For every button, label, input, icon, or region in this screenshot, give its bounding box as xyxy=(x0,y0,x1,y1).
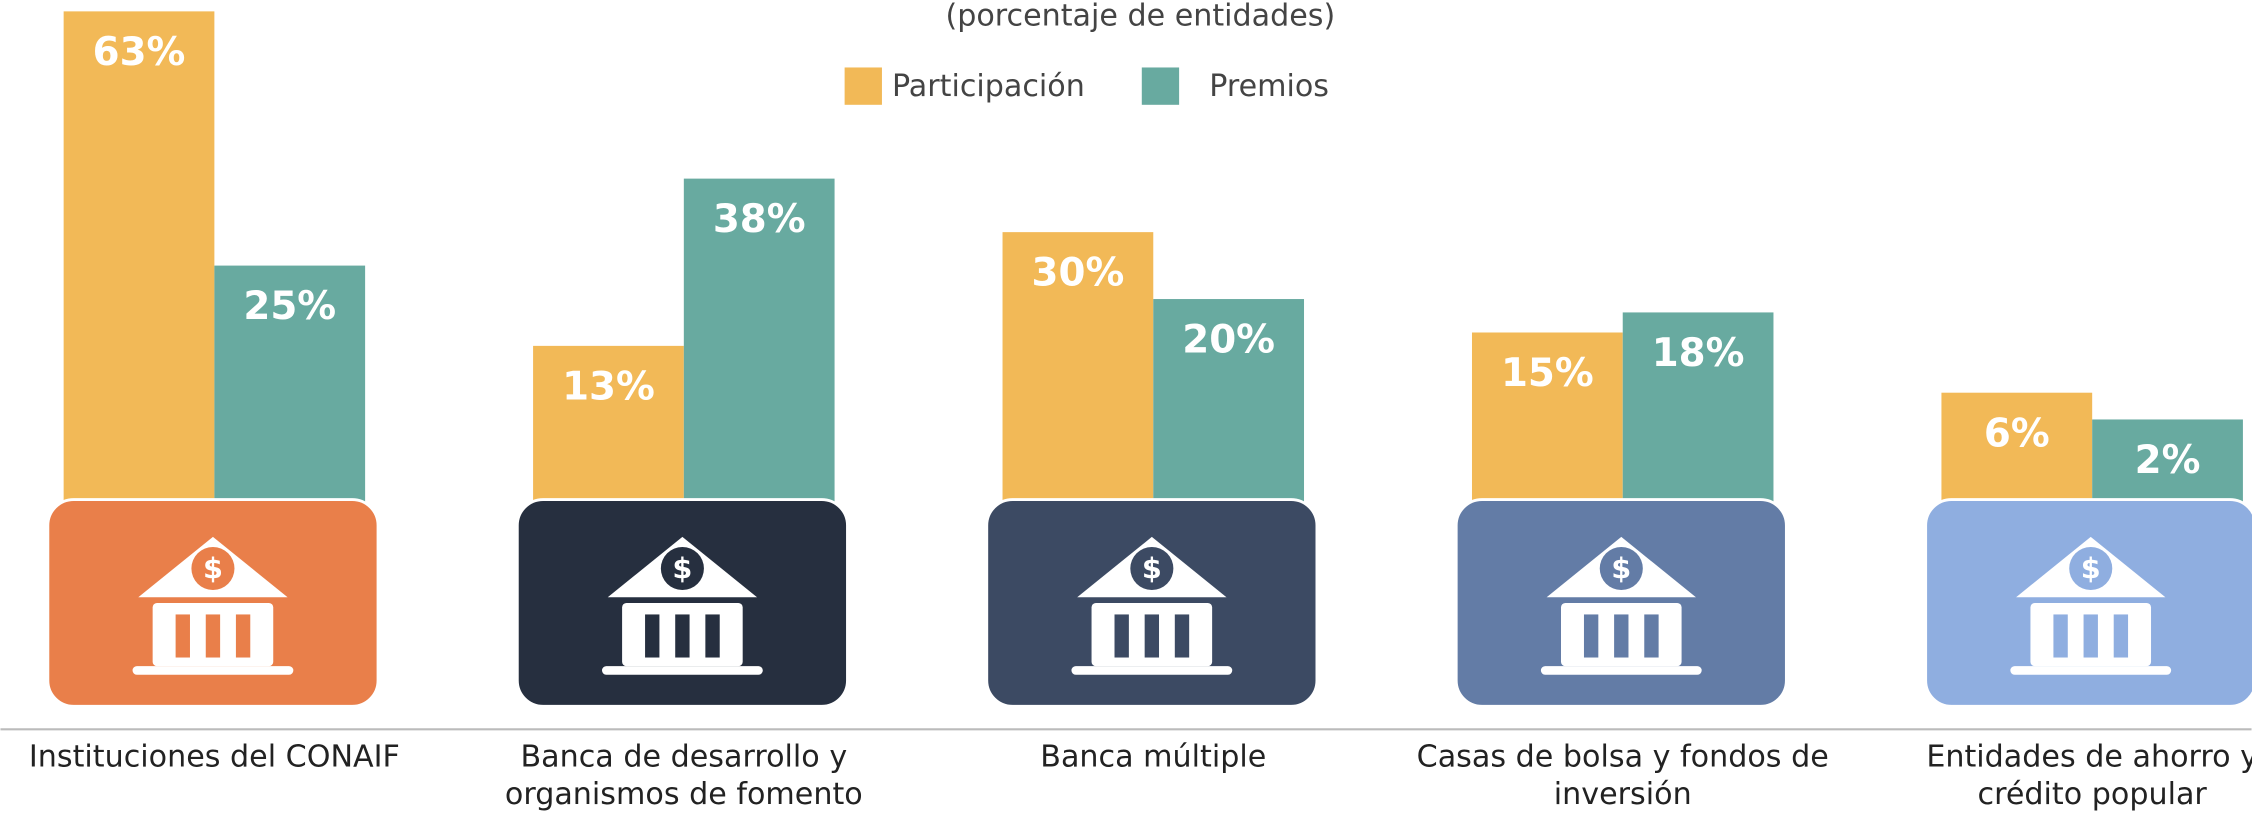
icon-part xyxy=(205,614,221,658)
legend-swatch xyxy=(1141,67,1180,105)
chart-subtitle: (porcentaje de entidades) xyxy=(946,0,1336,34)
value-label: 30% xyxy=(1032,251,1125,296)
icon-part xyxy=(675,614,690,658)
icon-part xyxy=(1599,546,1643,591)
icon-part xyxy=(1130,546,1174,591)
icon-part xyxy=(1540,666,1702,675)
icon: $ xyxy=(1071,536,1233,675)
icon-part xyxy=(2010,666,2172,675)
icon-part xyxy=(601,666,763,675)
icon-part xyxy=(1583,614,1599,658)
x-tick-label: Instituciones del CONAIF xyxy=(28,739,400,774)
value-label: 20% xyxy=(1182,318,1275,363)
icon-part xyxy=(2069,546,2113,591)
icon-part: $ xyxy=(672,551,692,585)
icon-part: $ xyxy=(203,551,223,585)
x-tick-label-box: Instituciones del CONAIF xyxy=(28,739,400,774)
x-tick-label: Banca múltiple xyxy=(1040,739,1267,774)
icon-part xyxy=(1614,614,1629,658)
icon-part xyxy=(235,614,251,658)
value-label: 13% xyxy=(562,364,655,409)
bar xyxy=(63,11,215,532)
icon-part xyxy=(705,614,720,658)
icon: $ xyxy=(132,536,294,675)
value-label: 25% xyxy=(243,284,336,329)
bar xyxy=(1471,332,1623,532)
bar xyxy=(683,178,835,532)
value-label: 15% xyxy=(1501,351,1594,396)
legend-label: Participación xyxy=(892,69,1085,104)
x-tick-label-box: Entidades de ahorro y crédito popular xyxy=(1926,739,2252,812)
x-tick-label-box: Banca de desarrollo y organismos de fome… xyxy=(504,739,863,812)
x-tick-label: Entidades de ahorro y crédito popular xyxy=(1926,739,2252,812)
icon-part: $ xyxy=(1611,551,1631,585)
bar xyxy=(1153,299,1305,532)
legend-swatch xyxy=(844,67,882,105)
icon-part: $ xyxy=(2081,551,2101,585)
icon-part xyxy=(1174,614,1190,658)
value-label: 6% xyxy=(1984,411,2050,456)
value-label: 2% xyxy=(2135,438,2201,483)
icon-part xyxy=(2113,614,2129,658)
icon-part xyxy=(1644,614,1659,658)
icon-part xyxy=(191,546,235,591)
value-label: 63% xyxy=(93,30,186,75)
value-label: 38% xyxy=(713,197,806,242)
icon-part xyxy=(132,666,294,675)
legend-label: Premios xyxy=(1209,69,1329,104)
x-tick-label: Casas de bolsa y fondos de inversión xyxy=(1416,739,1829,812)
x-tick-label: Banca de desarrollo y organismos de fome… xyxy=(504,739,863,812)
icon-part xyxy=(660,546,704,591)
bar xyxy=(1622,312,1774,532)
icon-part xyxy=(2083,614,2098,658)
icon-part xyxy=(2053,614,2068,658)
icon-part xyxy=(645,614,660,658)
bar xyxy=(214,265,366,532)
icon-part xyxy=(1144,614,1160,658)
icon-part xyxy=(1114,614,1129,658)
icon: $ xyxy=(2010,536,2172,675)
value-label: 18% xyxy=(1652,331,1745,376)
icon: $ xyxy=(601,536,763,675)
x-tick-label-box: Casas de bolsa y fondos de inversión xyxy=(1416,739,1829,812)
bar xyxy=(1002,232,1154,532)
icon: $ xyxy=(1540,536,1702,675)
x-tick-label-box: Banca múltiple xyxy=(1040,739,1267,774)
icon-part: $ xyxy=(1142,551,1162,585)
icon-part xyxy=(1071,666,1233,675)
icon-part xyxy=(175,614,190,658)
